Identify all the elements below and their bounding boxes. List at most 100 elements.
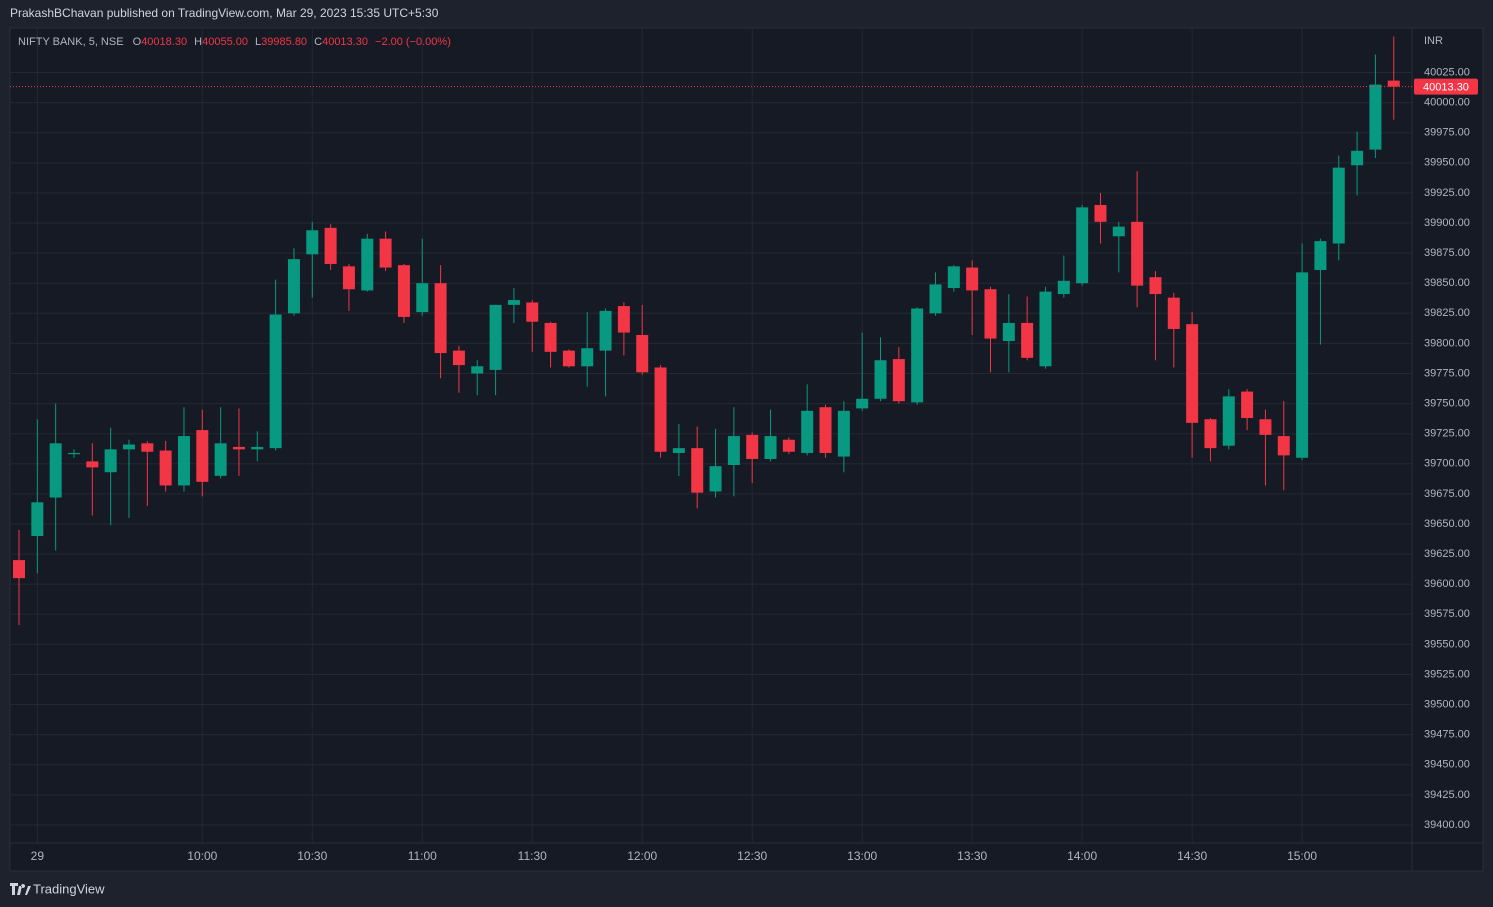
y-tick-label: 39625.00 (1424, 548, 1470, 560)
x-tick-label: 15:00 (1287, 849, 1317, 863)
candle-body (306, 230, 319, 255)
candle-body (727, 436, 740, 465)
y-tick-label: 39525.00 (1424, 668, 1470, 680)
y-tick-label: 40025.00 (1424, 66, 1470, 78)
candle-body (526, 302, 539, 322)
change: −2.00 (−0.00%) (375, 36, 451, 48)
l-key: L (255, 36, 261, 48)
c-val: 40013.30 (322, 36, 368, 48)
candle-body (636, 334, 649, 373)
candle-body (672, 448, 685, 453)
candle-body (947, 266, 960, 289)
candle-body (1094, 204, 1107, 222)
x-tick-label: 12:00 (627, 849, 657, 863)
y-tick-label: 39475.00 (1424, 729, 1470, 741)
candle-body (892, 359, 905, 402)
candle-body (434, 283, 447, 354)
candle-body (874, 360, 887, 399)
candle-body (342, 266, 355, 290)
candle-body (691, 448, 704, 493)
candle-body (1387, 80, 1400, 87)
candle-body (1076, 207, 1089, 284)
symbol: NIFTY BANK, 5, NSE (18, 36, 124, 48)
publisher: PrakashBChavan published on TradingView.… (10, 6, 439, 20)
candle-body (911, 308, 924, 403)
candle-body (13, 560, 25, 579)
candle-body (856, 398, 869, 409)
candle-body (67, 452, 80, 455)
candle-body (141, 443, 154, 452)
candle-body (801, 410, 814, 453)
candle-body (984, 289, 997, 339)
candle-body (819, 407, 832, 453)
x-tick-label: 14:00 (1067, 849, 1097, 863)
candle-body (709, 466, 722, 492)
x-tick-label: 29 (31, 849, 45, 863)
y-tick-label: 39975.00 (1424, 127, 1470, 139)
h-key: H (194, 36, 202, 48)
candle-body (929, 284, 942, 314)
y-tick-label: 39675.00 (1424, 488, 1470, 500)
x-tick-label: 10:00 (187, 849, 217, 863)
y-tick-label: 39775.00 (1424, 367, 1470, 379)
candle-body (196, 430, 209, 482)
logo: TradingView (10, 881, 105, 896)
y-tick-label: 39950.00 (1424, 157, 1470, 169)
candle-body (489, 304, 502, 370)
candle-body (782, 439, 795, 452)
candle-body (31, 502, 44, 537)
candle-body (764, 436, 777, 459)
o-val: 40018.30 (141, 36, 187, 48)
candle-body (379, 238, 392, 268)
candle-body (159, 450, 172, 486)
candle-body (1259, 419, 1272, 435)
candle-body (617, 306, 630, 333)
candle-body (1296, 272, 1309, 458)
candle-body (361, 238, 374, 291)
candle-body (1369, 84, 1382, 150)
y-tick-label: 39850.00 (1424, 277, 1470, 289)
x-tick-label: 11:00 (408, 849, 437, 863)
candle-body (1057, 280, 1070, 295)
candle-body (416, 283, 429, 313)
candle-body (1204, 419, 1217, 449)
y-tick-label: 39750.00 (1424, 398, 1470, 410)
last-price-tag (1414, 78, 1478, 95)
candle-body (1241, 391, 1254, 419)
y-tick-label: 39650.00 (1424, 518, 1470, 530)
candle-body (232, 446, 245, 450)
candle-body (581, 348, 594, 367)
currency: INR (1424, 35, 1443, 47)
y-tick-label: 39900.00 (1424, 217, 1470, 229)
y-tick-label: 39825.00 (1424, 307, 1470, 319)
candle-body (471, 366, 484, 374)
h-val: 40055.00 (202, 36, 248, 48)
last-price-label: 40013.30 (1423, 82, 1469, 94)
candle-body (966, 267, 979, 291)
candle-body (1351, 150, 1364, 166)
candle-body (104, 449, 117, 473)
candle-body (1186, 324, 1199, 423)
legend: NIFTY BANK, 5, NSE O40018.30 H40055.00 L… (18, 36, 451, 48)
logo-icon (10, 883, 31, 895)
candle-body (599, 310, 612, 351)
candle-body (269, 314, 282, 449)
y-tick-label: 39875.00 (1424, 247, 1470, 259)
candle-body (746, 434, 759, 459)
candle-body (452, 350, 465, 366)
y-tick-label: 39700.00 (1424, 458, 1470, 470)
y-tick-label: 39450.00 (1424, 759, 1470, 771)
candle-body (122, 444, 135, 450)
o-key: O (133, 36, 142, 48)
y-tick-label: 39425.00 (1424, 789, 1470, 801)
l-val: 39985.80 (261, 36, 307, 48)
candle-body (507, 300, 520, 305)
y-tick-label: 39400.00 (1424, 819, 1470, 831)
candle-body (1167, 297, 1180, 329)
legend-text: NIFTY BANK, 5, NSE O40018.30 H40055.00 L… (18, 36, 451, 48)
x-tick-label: 13:30 (957, 849, 987, 863)
y-tick-label: 39550.00 (1424, 638, 1470, 650)
candle-body (1222, 396, 1235, 446)
x-tick-label: 12:30 (737, 849, 767, 863)
candle-body (1149, 277, 1162, 295)
